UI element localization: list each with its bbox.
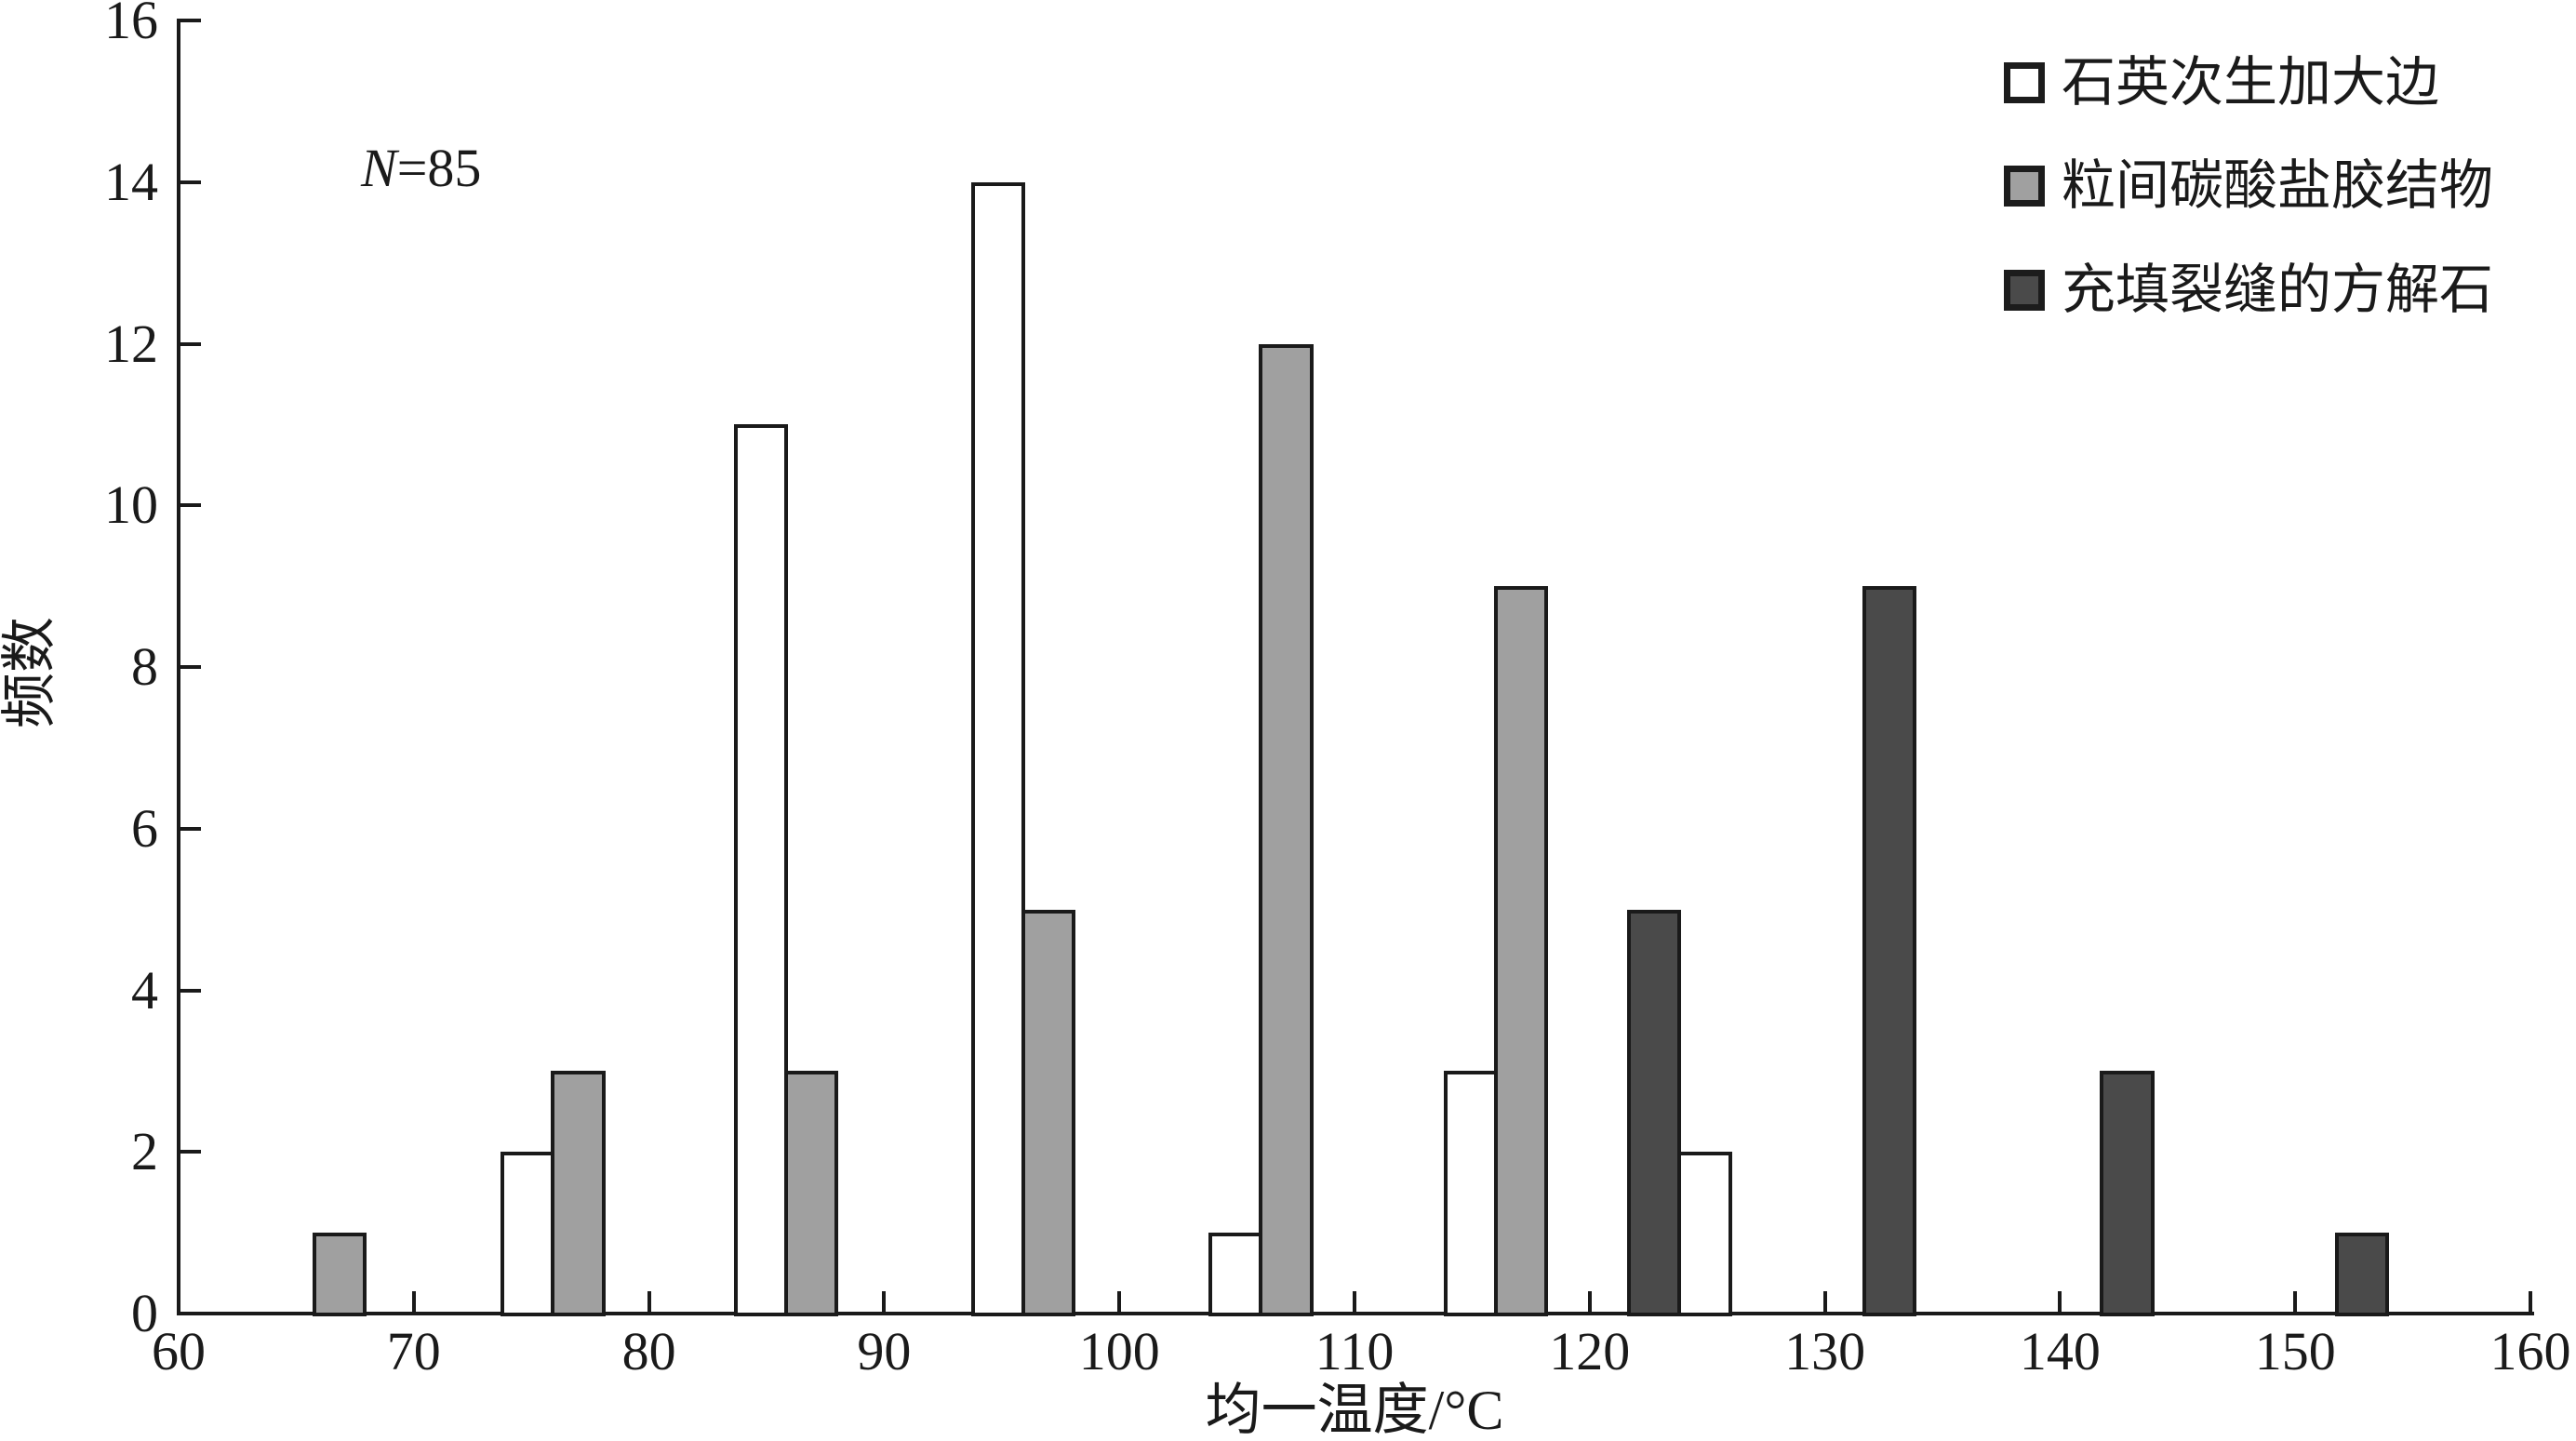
- x-tick-label-80: 80: [621, 1321, 676, 1381]
- x-tick-160: [2529, 1291, 2532, 1312]
- y-axis-title: 频数: [0, 617, 60, 728]
- x-tick-140: [2058, 1291, 2062, 1312]
- legend-swatch-fracture-calcite: [2004, 270, 2045, 311]
- y-tick-label-6: 6: [131, 797, 158, 859]
- bar-series3-x151.7: [2335, 1233, 2390, 1316]
- legend-item-quartz-overgrowth: 石英次生加大边: [2004, 53, 2439, 113]
- x-tick-70: [411, 1291, 416, 1312]
- x-tick-label-70: 70: [386, 1321, 441, 1381]
- bar-series1-x123.9: [1677, 1152, 1732, 1316]
- y-tick-label-12: 12: [104, 313, 158, 374]
- bar-series1-x113.8: [1444, 1071, 1499, 1316]
- bar-series2-x116.1: [1494, 586, 1549, 1316]
- x-tick-label-120: 120: [1549, 1321, 1631, 1381]
- bar-series2-x85.9: [783, 1071, 838, 1316]
- annotation-value: =85: [396, 138, 482, 198]
- bar-series3-x131.6: [1862, 586, 1917, 1316]
- bar-series1-x103.8: [1208, 1233, 1263, 1316]
- y-tick-16: [180, 19, 201, 22]
- legend-label: 充填裂缝的方解石: [2062, 260, 2494, 320]
- x-axis-title: 均一温度/°C: [1205, 1380, 1504, 1441]
- y-axis-line: [177, 19, 180, 1315]
- bar-series2-x96: [1021, 909, 1076, 1316]
- x-axis-line: [177, 1312, 2534, 1315]
- x-tick-100: [1117, 1291, 1122, 1312]
- x-tick-90: [882, 1291, 887, 1312]
- bar-series3-x121.6: [1627, 909, 1682, 1316]
- legend-label: 粒间碳酸盐胶结物: [2062, 155, 2494, 216]
- y-tick-6: [180, 826, 201, 831]
- x-tick-80: [647, 1291, 651, 1312]
- x-tick-110: [1353, 1291, 1356, 1312]
- bar-series2-x65.7: [313, 1233, 367, 1316]
- x-tick-label-110: 110: [1315, 1321, 1395, 1381]
- y-tick-12: [180, 341, 201, 346]
- bar-series2-x76: [551, 1071, 606, 1316]
- x-tick-120: [1587, 1291, 1592, 1312]
- x-tick-label-100: 100: [1078, 1321, 1160, 1381]
- y-tick-label-0: 0: [131, 1283, 158, 1343]
- y-tick-10: [180, 503, 201, 508]
- y-tick-label-4: 4: [131, 959, 158, 1021]
- bar-series1-x73.7: [501, 1152, 555, 1316]
- legend-swatch-quartz-overgrowth: [2004, 62, 2045, 103]
- x-tick-label-60: 60: [152, 1321, 206, 1381]
- legend-swatch-carbonate-cement: [2004, 166, 2045, 207]
- sample-count-annotation: N=85: [361, 140, 481, 197]
- bar-series1-x83.6: [733, 424, 788, 1316]
- x-tick-label-150: 150: [2254, 1321, 2336, 1381]
- bar-series2-x106.1: [1259, 343, 1314, 1316]
- legend-label: 石英次生加大边: [2062, 52, 2440, 113]
- x-tick-130: [1822, 1291, 1827, 1312]
- y-tick-label-8: 8: [131, 636, 158, 697]
- y-tick-label-2: 2: [131, 1121, 158, 1182]
- legend-item-fracture-calcite: 充填裂缝的方解石: [2004, 260, 2493, 320]
- y-tick-label-16: 16: [104, 0, 158, 50]
- y-tick-label-14: 14: [104, 151, 158, 212]
- legend-item-carbonate-cement: 粒间碳酸盐胶结物: [2004, 156, 2493, 216]
- x-tick-label-130: 130: [1784, 1321, 1866, 1381]
- x-tick-label-90: 90: [857, 1321, 912, 1381]
- y-tick-label-10: 10: [104, 474, 158, 536]
- bar-series1-x93.7: [970, 181, 1026, 1316]
- x-tick-label-140: 140: [2019, 1321, 2101, 1381]
- bar-series3-x141.7: [2100, 1071, 2155, 1316]
- y-tick-0: [180, 1312, 201, 1315]
- x-tick-60: [177, 1291, 180, 1312]
- x-tick-150: [2293, 1291, 2298, 1312]
- y-tick-8: [180, 665, 201, 669]
- y-tick-2: [180, 1150, 201, 1154]
- annotation-n: N: [361, 138, 397, 198]
- x-tick-label-160: 160: [2489, 1321, 2571, 1381]
- y-tick-14: [180, 180, 201, 184]
- y-tick-4: [180, 988, 201, 993]
